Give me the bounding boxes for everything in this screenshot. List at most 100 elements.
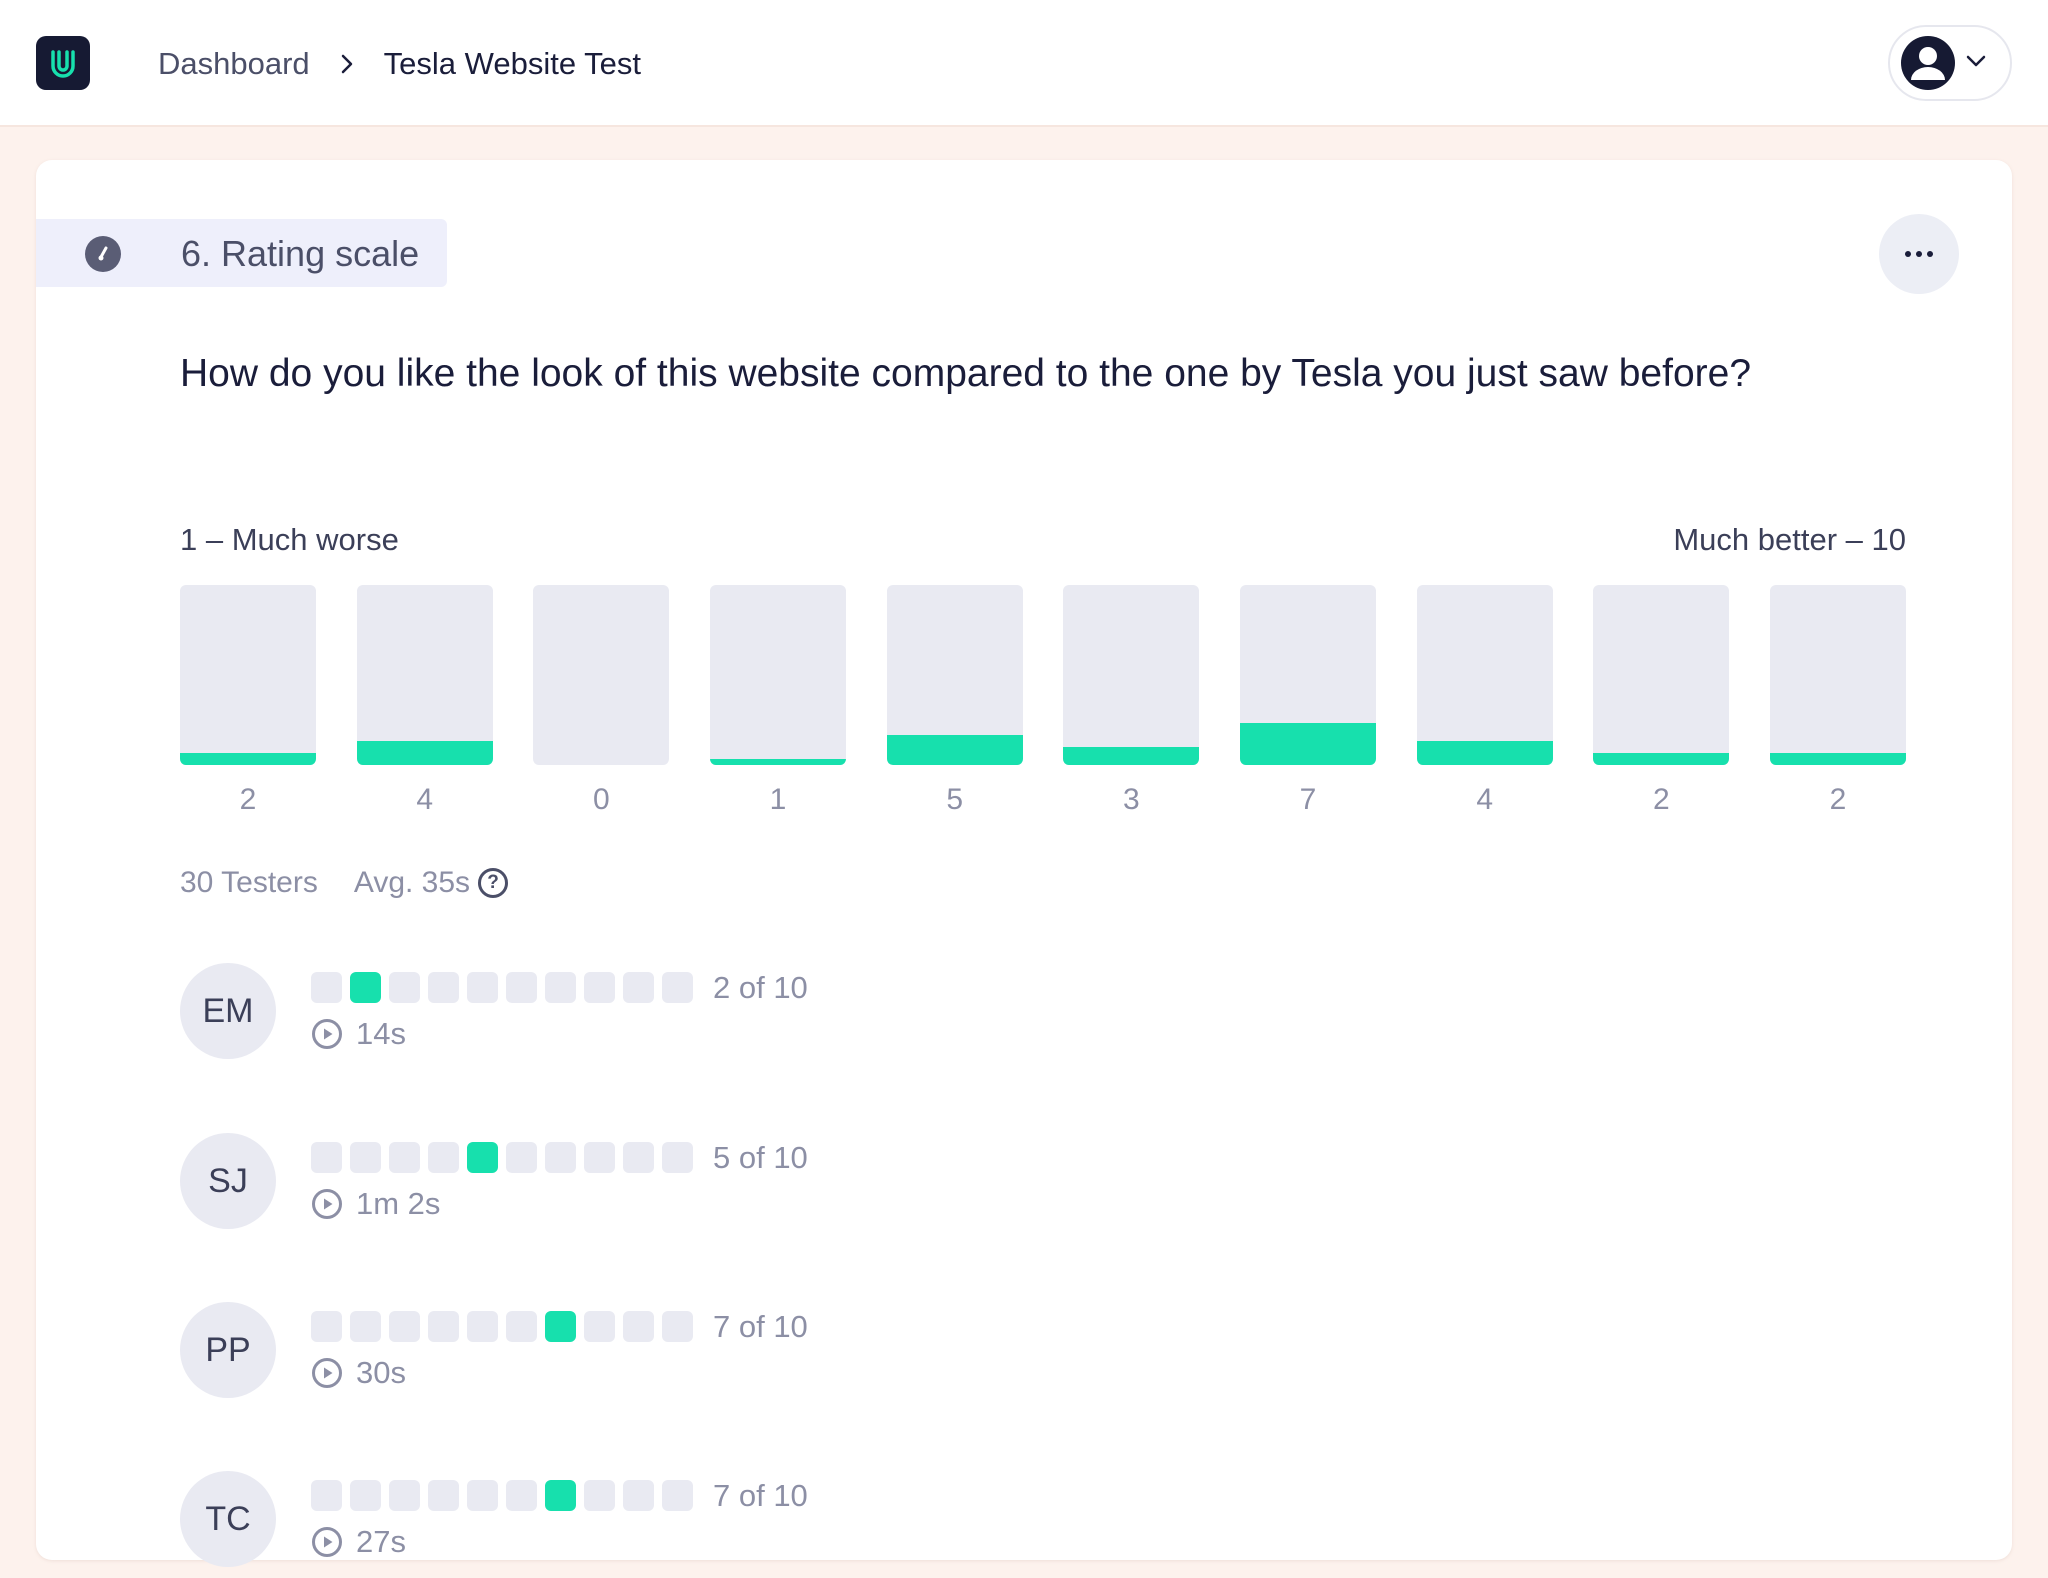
- logo-u-icon[interactable]: [36, 36, 90, 90]
- rating-dot: [623, 1142, 654, 1173]
- duration-text: 27s: [356, 1524, 406, 1559]
- play-circle-icon: [312, 1358, 342, 1388]
- play-circle-icon: [312, 1019, 342, 1049]
- bar-fill-2: [356, 741, 493, 765]
- play-recording-button[interactable]: 14s: [311, 1016, 406, 1051]
- duration-text: 1m 2s: [356, 1186, 441, 1221]
- rating-dot: [389, 1311, 420, 1342]
- rating-dot: [428, 1311, 459, 1342]
- rating-dot: [311, 972, 342, 1003]
- bar-5[interactable]: [886, 585, 1023, 765]
- bar-fill-8: [1416, 741, 1553, 765]
- play-circle-icon: [312, 1189, 342, 1219]
- chevron-right-icon: [336, 53, 358, 75]
- breadcrumb: Dashboard Tesla Website Test: [158, 40, 641, 88]
- rating-dot: [311, 1480, 342, 1511]
- rating-dot: [662, 1311, 693, 1342]
- bar-count-label: 7: [1299, 783, 1317, 816]
- breadcrumb-current: Tesla Website Test: [383, 46, 641, 81]
- bar-fill-1: [180, 753, 316, 765]
- rating-dot: [623, 1311, 654, 1342]
- rating-dot: [506, 972, 537, 1003]
- bar-3[interactable]: [533, 585, 670, 765]
- rating-dot: [467, 972, 498, 1003]
- rating-dot: [623, 1480, 654, 1511]
- user-avatar-icon: [1901, 36, 1955, 90]
- bar-fill-4: [710, 759, 846, 765]
- user-menu-button[interactable]: [1888, 25, 2012, 101]
- bar-fill-10: [1770, 753, 1906, 765]
- rating-dot: [545, 1480, 576, 1511]
- rating-dot: [389, 972, 420, 1003]
- rating-distribution-chart: 2 4 0 1 5 3 7 4 2 2: [180, 585, 1906, 816]
- rating-indicator: [311, 1142, 693, 1173]
- response-row[interactable]: SJ 5 of 10 1m 2s: [180, 1130, 1180, 1240]
- breadcrumb-dashboard-link[interactable]: Dashboard: [158, 46, 310, 81]
- rating-dot: [350, 972, 381, 1003]
- rating-dot: [662, 1142, 693, 1173]
- bar-2[interactable]: [356, 585, 493, 765]
- rating-text: 7 of 10: [713, 1478, 808, 1513]
- bar-4[interactable]: [710, 585, 846, 765]
- gauge-icon: [85, 236, 121, 272]
- rating-indicator: [311, 1311, 693, 1342]
- play-recording-button[interactable]: 1m 2s: [311, 1186, 441, 1221]
- bar-count-label: 2: [1829, 783, 1847, 816]
- avatar: PP: [180, 1302, 276, 1398]
- rating-dot: [389, 1142, 420, 1173]
- bar-count-label: 4: [1476, 783, 1493, 816]
- testers-count: 30 Testers: [180, 866, 318, 899]
- scale-min-label: 1 – Much worse: [180, 522, 399, 557]
- bar-6[interactable]: [1063, 585, 1200, 765]
- rating-indicator: [311, 972, 693, 1003]
- bar-count-label: 2: [1652, 783, 1670, 816]
- bar-count-label: 5: [946, 783, 963, 816]
- play-recording-button[interactable]: 27s: [311, 1524, 406, 1559]
- bar-1[interactable]: [180, 585, 316, 765]
- section-tag: 6. Rating scale: [36, 219, 447, 287]
- bar-9[interactable]: [1593, 585, 1730, 765]
- bar-7[interactable]: [1240, 585, 1376, 765]
- rating-dot: [662, 972, 693, 1003]
- play-recording-button[interactable]: 30s: [311, 1355, 406, 1390]
- rating-dot: [545, 1311, 576, 1342]
- bar-10[interactable]: [1770, 585, 1906, 765]
- response-row[interactable]: PP 7 of 10 30s: [180, 1299, 1180, 1409]
- top-bar: Dashboard Tesla Website Test: [0, 0, 2048, 127]
- rating-dot: [623, 972, 654, 1003]
- bar-count-label: 0: [592, 783, 610, 816]
- avg-time-value: Avg. 35s: [353, 866, 471, 899]
- rating-dot: [311, 1142, 342, 1173]
- more-dots-icon[interactable]: [1879, 214, 1959, 294]
- bar-count-label: 4: [416, 783, 433, 816]
- rating-dot: [350, 1480, 381, 1511]
- duration-text: 14s: [356, 1016, 406, 1051]
- bar-count-label: 2: [239, 783, 257, 816]
- rating-dot: [506, 1311, 537, 1342]
- rating-dot: [389, 1480, 420, 1511]
- rating-dot: [428, 1142, 459, 1173]
- rating-dot: [428, 1480, 459, 1511]
- section-title: 6. Rating scale: [181, 233, 420, 274]
- rating-text: 7 of 10: [713, 1309, 808, 1344]
- rating-dot: [584, 972, 615, 1003]
- rating-dot: [545, 1142, 576, 1173]
- response-row[interactable]: EM 2 of 10 14s: [180, 960, 1180, 1070]
- rating-dot: [506, 1480, 537, 1511]
- rating-dot: [467, 1311, 498, 1342]
- bar-8[interactable]: [1416, 585, 1553, 765]
- bar-count-label: 1: [769, 783, 787, 816]
- bar-fill-9: [1593, 753, 1730, 765]
- duration-text: 30s: [356, 1355, 406, 1390]
- rating-dot: [584, 1311, 615, 1342]
- rating-dot: [350, 1142, 381, 1173]
- rating-dot: [584, 1480, 615, 1511]
- response-row[interactable]: TC 7 of 10 27s: [180, 1468, 1180, 1578]
- scale-max-label: Much better – 10: [1673, 522, 1906, 557]
- rating-text: 5 of 10: [713, 1140, 808, 1175]
- avg-time: Avg. 35s ?: [353, 866, 509, 900]
- rating-dot: [545, 972, 576, 1003]
- avatar: TC: [180, 1471, 276, 1567]
- question-circle-icon[interactable]: ?: [478, 868, 509, 898]
- bar-fill-5: [886, 735, 1023, 765]
